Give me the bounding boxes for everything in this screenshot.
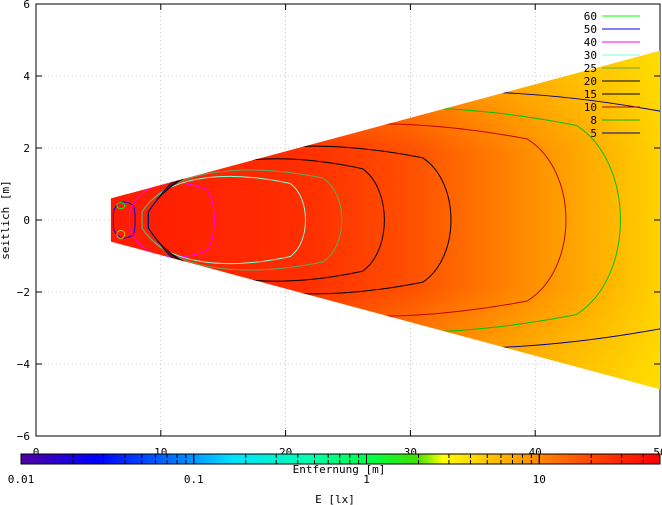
legend-label: 60 <box>584 10 597 23</box>
y-tick-label: 2 <box>23 142 30 155</box>
legend-label: 8 <box>590 114 597 127</box>
illuminance-edge-shading <box>110 50 660 390</box>
colorbar-tick-label: 0.01 <box>8 473 35 486</box>
legend-label: 40 <box>584 36 597 49</box>
contour-30 <box>141 175 307 265</box>
legend-label: 30 <box>584 49 597 62</box>
x-axis-label: Entfernung [m] <box>293 463 386 476</box>
y-tick-label: 6 <box>23 0 30 11</box>
y-tick-label: −2 <box>17 286 30 299</box>
y-tick-label: 4 <box>23 70 30 83</box>
legend-label: 25 <box>584 62 597 75</box>
colorbar-tick-label: 0.1 <box>184 473 204 486</box>
legend-label: 5 <box>590 127 597 140</box>
y-axis-label: seitlich [m] <box>0 180 12 259</box>
y-tick-label: 0 <box>23 214 30 227</box>
contour-25 <box>141 169 343 271</box>
colorbar-tick-label: 10 <box>533 473 546 486</box>
contour-60-spot <box>116 202 126 210</box>
x-tick-label: 0 <box>33 446 40 459</box>
y-tick-label: −4 <box>17 358 31 371</box>
legend-label: 10 <box>584 101 597 114</box>
colorbar: 0.01 0.1 1 10 <box>8 453 661 486</box>
legend-label: 20 <box>584 75 597 88</box>
colorbar-tick-label: 1 <box>363 473 370 486</box>
contour-spot-low <box>116 229 126 239</box>
legend-label: 50 <box>584 23 597 36</box>
illuminance-field <box>110 50 660 390</box>
y-tick-label: −6 <box>17 430 30 443</box>
x-tick-label: 50 <box>653 446 662 459</box>
colorbar-label: E [lx] <box>315 493 355 505</box>
legend-label: 15 <box>584 88 597 101</box>
